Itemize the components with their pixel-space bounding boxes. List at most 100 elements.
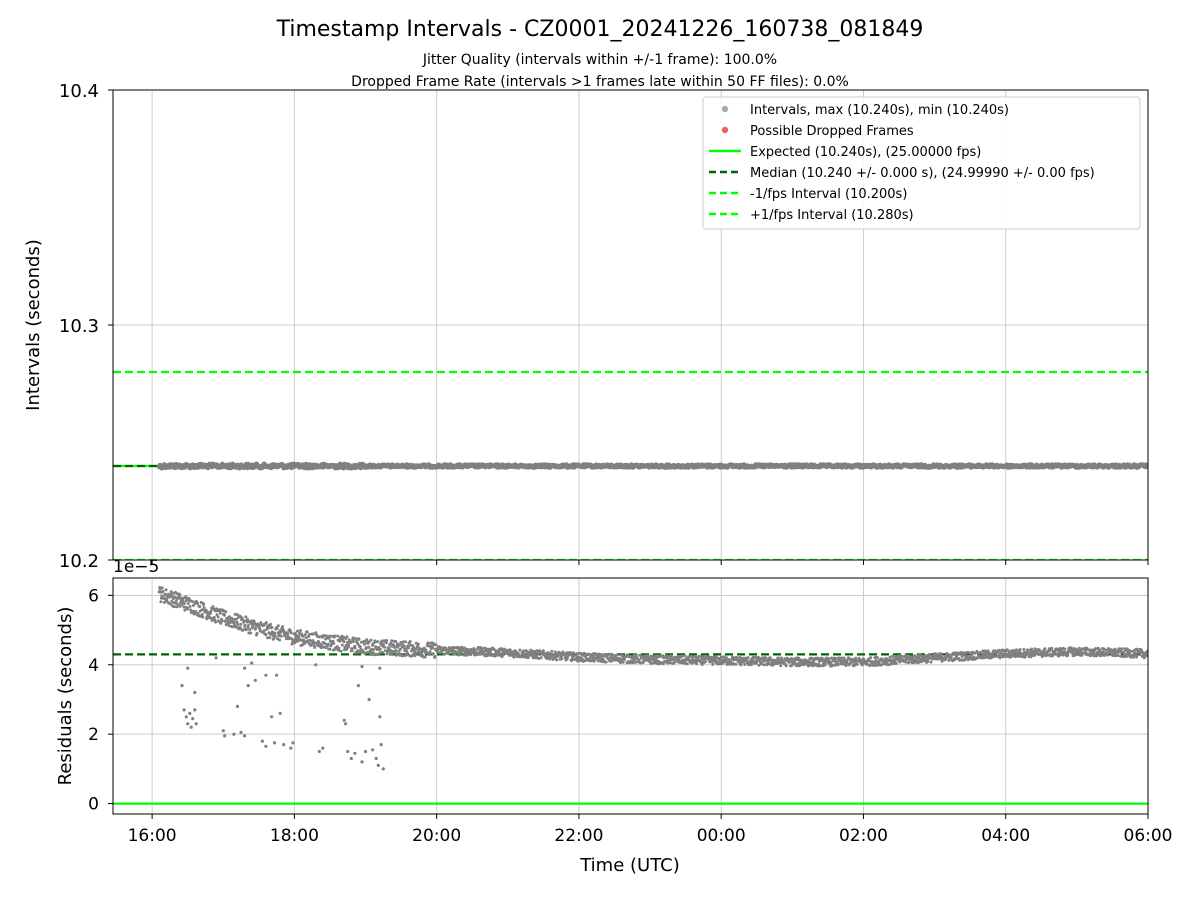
- residual-point: [701, 655, 705, 659]
- residual-point: [879, 663, 883, 667]
- residual-point: [353, 646, 357, 650]
- residual-outlier-point: [193, 708, 197, 712]
- residual-point: [264, 633, 268, 637]
- residual-point: [200, 613, 204, 616]
- residual-point: [867, 659, 871, 662]
- residual-point: [570, 657, 574, 661]
- residual-point: [1145, 654, 1148, 657]
- residual-point: [1022, 648, 1026, 651]
- residual-point: [876, 656, 879, 660]
- residual-outlier-point: [275, 673, 279, 677]
- residual-point: [433, 654, 437, 658]
- residual-point: [984, 655, 987, 659]
- residual-point: [917, 660, 921, 664]
- residual-point: [1014, 648, 1018, 652]
- residual-point: [396, 645, 400, 649]
- residual-point: [1076, 649, 1080, 653]
- legend-label-2: Expected (10.240s), (25.00000 fps): [750, 145, 981, 160]
- residual-point: [308, 632, 311, 636]
- residual-point: [173, 605, 177, 609]
- residual-point: [734, 662, 738, 666]
- residual-point: [318, 635, 322, 639]
- residuals-xtick-label: 16:00: [128, 826, 177, 846]
- residual-point: [673, 660, 677, 664]
- legend-marker-1: [721, 126, 729, 134]
- residual-point: [512, 655, 516, 659]
- residual-outlier-point: [367, 697, 371, 702]
- residual-point: [349, 640, 353, 644]
- residual-point: [582, 651, 586, 655]
- residual-outlier-point: [246, 684, 250, 688]
- residual-point: [685, 662, 689, 666]
- residual-point: [216, 615, 220, 619]
- residual-point: [608, 652, 612, 656]
- residual-point: [827, 657, 831, 661]
- residual-point: [389, 641, 393, 645]
- residual-point: [911, 656, 915, 660]
- residual-point: [398, 647, 402, 651]
- residual-point: [634, 660, 638, 664]
- residual-outlier-point: [314, 663, 318, 667]
- intervals-ytick-label: 10.3: [59, 316, 99, 337]
- residual-point: [404, 640, 407, 644]
- residual-point: [865, 663, 869, 666]
- residual-point: [634, 653, 638, 657]
- residual-point: [704, 660, 707, 664]
- residual-point: [398, 643, 401, 647]
- residual-point: [711, 662, 715, 666]
- residuals-x-ticks: 16:00 18:00 20:00 22:00 00:00 02:00 04:00 06:00: [128, 814, 1173, 846]
- residual-point: [1083, 649, 1087, 653]
- residual-point: [235, 613, 239, 617]
- intervals-points: [156, 461, 1148, 471]
- residual-point: [873, 663, 877, 667]
- residual-point: [569, 652, 573, 656]
- residual-point: [266, 636, 270, 640]
- residual-point: [894, 661, 898, 665]
- residual-point: [681, 654, 684, 658]
- residual-point: [385, 639, 389, 643]
- residual-point: [236, 622, 240, 626]
- legend-label-1: Possible Dropped Frames: [750, 124, 914, 139]
- residual-point: [170, 592, 174, 596]
- residual-point: [316, 644, 320, 648]
- residual-outlier-point: [189, 725, 193, 729]
- residual-outlier-point: [289, 746, 293, 750]
- legend-label-5: +1/fps Interval (10.280s): [750, 208, 914, 223]
- residual-point: [621, 660, 625, 664]
- residual-point: [226, 618, 230, 622]
- residual-point: [587, 652, 591, 656]
- residual-point: [163, 592, 167, 596]
- residual-outlier-point: [376, 763, 380, 768]
- residual-point: [1073, 653, 1077, 657]
- residual-outlier-point: [194, 722, 198, 726]
- residuals-ytick-label: 6: [88, 586, 99, 606]
- residual-point: [378, 651, 382, 655]
- residual-point: [301, 634, 305, 638]
- residual-point: [376, 640, 380, 644]
- residual-outlier-point: [214, 656, 218, 660]
- residual-point: [364, 646, 368, 650]
- residual-point: [732, 662, 736, 666]
- residual-point: [231, 618, 235, 621]
- residual-outlier-point: [272, 741, 277, 745]
- residual-point: [164, 588, 168, 592]
- legend-marker-0: [721, 105, 729, 113]
- residual-point: [907, 660, 911, 664]
- residual-outlier-point: [260, 739, 264, 743]
- residual-point: [778, 661, 782, 665]
- residual-point: [252, 619, 256, 623]
- residual-point: [760, 662, 763, 666]
- residual-outlier-point: [184, 715, 188, 719]
- residual-point: [347, 643, 351, 647]
- residual-point: [834, 657, 838, 661]
- residual-point: [369, 638, 373, 642]
- residual-point: [1066, 653, 1070, 657]
- residual-point: [782, 660, 786, 664]
- residual-point: [244, 628, 248, 632]
- residual-point: [301, 643, 305, 647]
- residual-point: [160, 586, 164, 590]
- residual-point: [1098, 648, 1102, 652]
- residual-point: [357, 637, 361, 641]
- residual-point: [340, 643, 344, 647]
- residual-point: [904, 653, 908, 657]
